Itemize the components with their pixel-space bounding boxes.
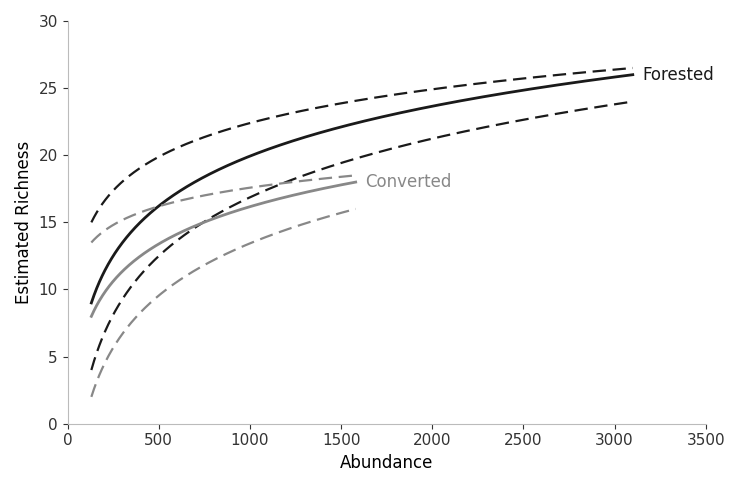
Text: Converted: Converted bbox=[365, 173, 451, 191]
Y-axis label: Estimated Richness: Estimated Richness bbox=[15, 141, 33, 304]
X-axis label: Abundance: Abundance bbox=[340, 454, 434, 472]
Text: Forested: Forested bbox=[642, 66, 713, 84]
